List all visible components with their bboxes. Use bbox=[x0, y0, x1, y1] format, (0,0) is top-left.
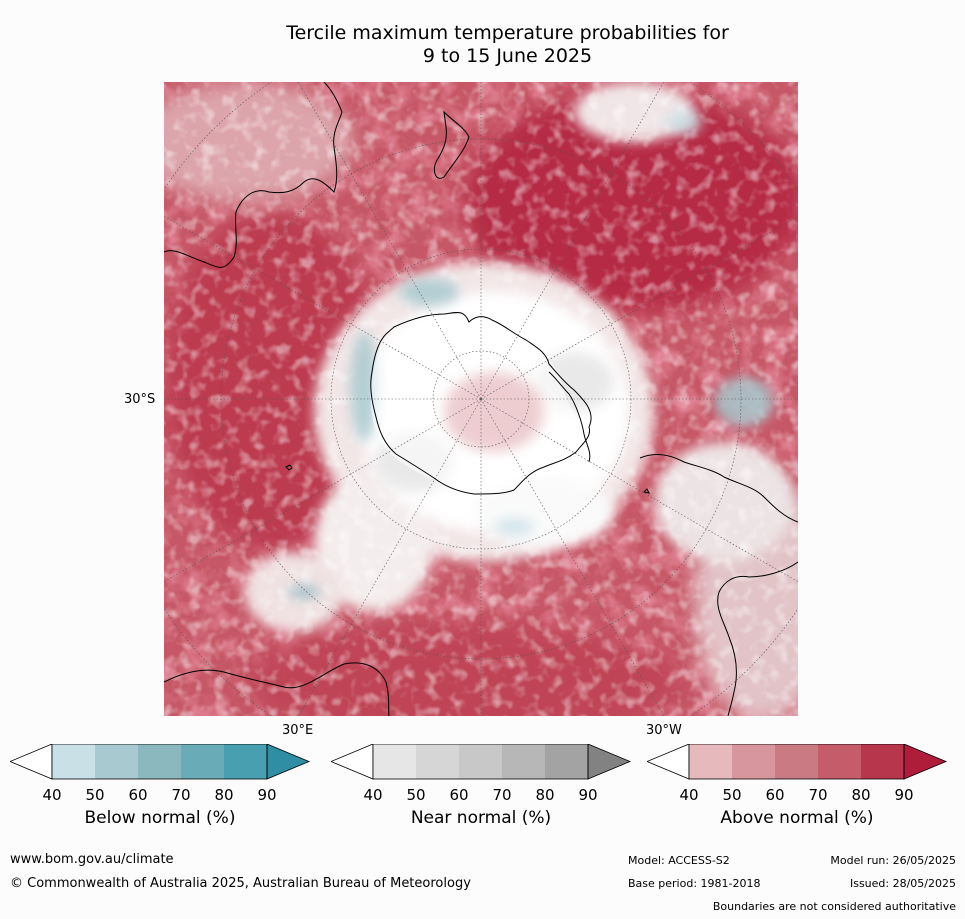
below-normal-title: Below normal (%) bbox=[84, 808, 236, 828]
colorbar-1-scale bbox=[329, 743, 632, 780]
colorbar-tick-label: 40 bbox=[42, 786, 62, 804]
coastlines bbox=[164, 82, 798, 716]
colorbar-segment bbox=[52, 744, 95, 779]
colorbar-segment bbox=[818, 744, 861, 779]
colorbar-tick-label: 60 bbox=[765, 786, 785, 804]
colorbar-tick-label: 50 bbox=[406, 786, 426, 804]
colorbar-segment bbox=[502, 744, 545, 779]
colorbar-tick-label: 50 bbox=[85, 786, 105, 804]
colorbar-tick-label: 70 bbox=[808, 786, 828, 804]
title-line-2: 9 to 15 June 2025 bbox=[422, 45, 593, 67]
below-normal-colorbar: 40 50 60 70 80 90 Below normal (%) bbox=[8, 743, 311, 844]
above-normal-title: Above normal (%) bbox=[720, 808, 874, 828]
colorbar-tick-label: 60 bbox=[128, 786, 148, 804]
model-run-text: Model run: 26/05/2025 bbox=[830, 854, 956, 867]
colorbar-tick-label: 40 bbox=[363, 786, 383, 804]
colorbar-high-extend bbox=[587, 743, 632, 780]
colorbar-tick-label: 90 bbox=[257, 786, 277, 804]
probability-map bbox=[164, 82, 798, 716]
near-normal-colorbar: 40 50 60 70 80 90 Near normal (%) bbox=[329, 743, 632, 844]
africa-coast bbox=[164, 662, 390, 716]
colorbar-segment bbox=[732, 744, 775, 779]
lon-label-30e: 30°E bbox=[282, 723, 314, 738]
colorbar-low-extend bbox=[645, 743, 690, 780]
antarctica-coast bbox=[370, 311, 592, 495]
colorbar-tick-label: 80 bbox=[214, 786, 234, 804]
australia-coast bbox=[164, 82, 343, 268]
colorbar-segment bbox=[861, 744, 904, 779]
colorbar-2-scale bbox=[645, 743, 948, 780]
colorbar-segment bbox=[224, 744, 267, 779]
colorbar-0-scale bbox=[8, 743, 311, 780]
colorbar-tick-label: 50 bbox=[722, 786, 742, 804]
colorbar-tick-label: 70 bbox=[492, 786, 512, 804]
colorbar-low-extend bbox=[8, 743, 53, 780]
model-text: Model: ACCESS-S2 bbox=[628, 854, 730, 867]
lon-label-30w: 30°W bbox=[646, 723, 682, 738]
colorbar-segment bbox=[459, 744, 502, 779]
colorbar-tick-label: 90 bbox=[578, 786, 598, 804]
colorbar-tick-label: 70 bbox=[171, 786, 191, 804]
south-america-coast bbox=[639, 454, 798, 716]
colorbar-tick-label: 60 bbox=[449, 786, 469, 804]
lat-label-30s: 30°S bbox=[124, 392, 156, 407]
colorbar-segment bbox=[181, 744, 224, 779]
near-normal-title: Near normal (%) bbox=[410, 808, 552, 828]
colorbar-segment bbox=[775, 744, 818, 779]
graticule bbox=[164, 82, 798, 716]
above-normal-colorbar: 40 50 60 70 80 90 Above normal (%) bbox=[645, 743, 948, 844]
website-text: www.bom.gov.au/climate bbox=[10, 852, 174, 867]
colorbar-segment bbox=[689, 744, 732, 779]
colorbar-high-extend bbox=[903, 743, 948, 780]
colorbar-tick-label: 40 bbox=[679, 786, 699, 804]
colorbar-tick-label: 80 bbox=[535, 786, 555, 804]
colorbar-low-extend bbox=[329, 743, 374, 780]
copyright-text: © Commonwealth of Australia 2025, Austra… bbox=[10, 876, 471, 891]
colorbar-segment bbox=[95, 744, 138, 779]
colorbar-tick-label: 90 bbox=[894, 786, 914, 804]
colorbar-segment bbox=[373, 744, 416, 779]
colorbar-segment bbox=[138, 744, 181, 779]
colorbar-segment bbox=[416, 744, 459, 779]
colorbar-high-extend bbox=[266, 743, 311, 780]
map-title: Tercile maximum temperature probabilitie… bbox=[0, 22, 965, 68]
colorbar-tick-label: 80 bbox=[851, 786, 871, 804]
new-zealand-coast bbox=[433, 110, 470, 179]
colorbar-segment bbox=[545, 744, 588, 779]
base-period-text: Base period: 1981-2018 bbox=[628, 877, 761, 890]
title-line-1: Tercile maximum temperature probabilitie… bbox=[286, 22, 729, 44]
issued-text: Issued: 28/05/2025 bbox=[849, 877, 956, 890]
boundaries-text: Boundaries are not considered authoritat… bbox=[712, 900, 956, 913]
